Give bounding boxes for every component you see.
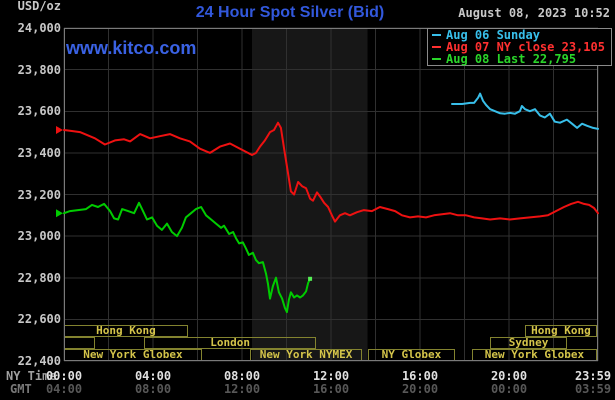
y-axis-label: 22,800 (17, 270, 61, 285)
series-line-0 (451, 92, 599, 130)
plot-border (64, 28, 598, 361)
legend-dash-icon (432, 34, 441, 36)
legend-dash-icon (432, 58, 441, 60)
y-axis-label: 24,000 (17, 21, 61, 35)
kitco-watermark-link[interactable]: www.kitco.com (66, 38, 197, 58)
x-axis-tick-label: 00:00 (45, 369, 83, 383)
x-axis-tick-label: 23:59 (574, 369, 612, 383)
session-label: NY Globex (381, 349, 442, 361)
legend-label: Aug 07 NY close 23,105 (446, 40, 605, 54)
x-axis-tick-label: 04:00 (45, 382, 83, 396)
x-axis-tick-label: 08:00 (134, 382, 172, 396)
datetime-label: August 08, 2023 10:52 (458, 6, 610, 20)
x-axis-tick-label: 16:00 (312, 382, 350, 396)
session-label: Hong Kong (531, 325, 591, 337)
x-axis-tick-label: 12:00 (312, 369, 350, 383)
y-axis-label: 23,400 (17, 145, 61, 160)
x-axis-row-name: NY Time (6, 369, 57, 383)
session-box (144, 337, 317, 349)
x-axis-tick-label: 20:00 (490, 369, 528, 383)
session-box (490, 337, 568, 349)
series-start-marker-icon (56, 209, 63, 218)
series-end-marker-icon (308, 276, 313, 281)
x-axis-tick-label: 00:00 (490, 382, 528, 396)
series-start-marker-icon (56, 125, 63, 134)
page-title: 24 Hour Spot Silver (Bid) (195, 4, 385, 21)
session-box (525, 325, 597, 337)
y-axis-label: 22,400 (17, 354, 61, 368)
x-axis-row-name: GMT (10, 382, 32, 396)
legend-label: Aug 08 Last 22,795 (446, 52, 577, 66)
legend-entry-aug07: Aug 07 NY close 23,105 (428, 41, 611, 53)
legend-label: Aug 06 Sunday (446, 28, 540, 42)
x-axis-tick-label: 16:00 (401, 369, 439, 383)
y-axis-label: 23,800 (17, 62, 61, 77)
y-axis-label: 23,200 (17, 187, 61, 202)
session-box (64, 337, 96, 349)
units-label: USD/oz (17, 0, 61, 13)
session-label: London (210, 337, 250, 349)
session-label: New York Globex (484, 349, 585, 361)
x-axis-tick-label: 03:59 (574, 382, 612, 396)
y-axis-label: 22,600 (17, 312, 61, 327)
y-axis-label: 23,000 (17, 229, 61, 244)
series-line-2 (63, 201, 312, 314)
legend-entry-aug06: Aug 06 Sunday (428, 29, 611, 41)
legend-dash-icon (432, 46, 441, 48)
x-axis-tick-label: 12:00 (223, 382, 261, 396)
session-label: Hong Kong (96, 325, 156, 337)
legend-box: Aug 06 Sunday Aug 07 NY close 23,105 Aug… (427, 28, 612, 66)
x-axis-tick-label: 20:00 (401, 382, 439, 396)
series-line-1 (63, 121, 599, 223)
x-axis-tick-label: 04:00 (134, 369, 172, 383)
session-label: New York Globex (83, 349, 183, 361)
session-label: New York NYMEX (259, 349, 353, 361)
legend-entry-aug08: Aug 08 Last 22,795 (428, 53, 611, 65)
x-axis-tick-label: 08:00 (223, 369, 261, 383)
session-label: Sydney (508, 337, 549, 349)
y-axis-label: 23,600 (17, 104, 61, 119)
